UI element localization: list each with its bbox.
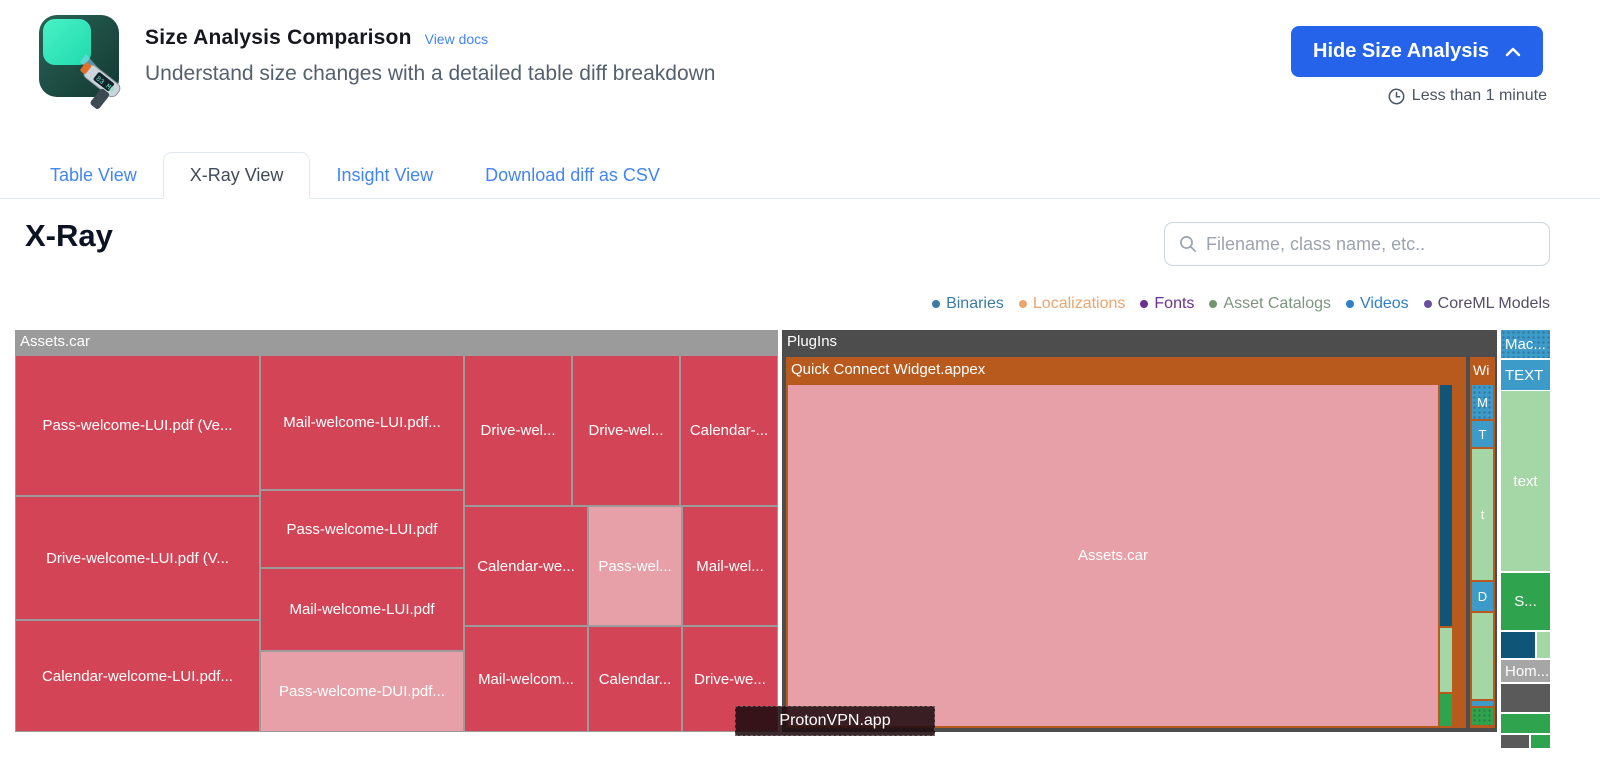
treemap-tile[interactable]: Mail-welcom... [465,627,587,731]
treemap-tile[interactable]: Pass-welcome-DUI.pdf... [261,652,463,731]
treemap-tile[interactable] [1501,632,1535,658]
search-input[interactable] [1206,233,1535,255]
treemap-tile-assets-car-large[interactable]: Assets.car [788,385,1438,726]
clock-icon [1388,88,1405,104]
category-legend: Binaries Localizations Fonts Asset Catal… [932,295,1550,313]
legend-asset-catalogs-label: Asset Catalogs [1223,295,1332,312]
legend-coreml-models-label: CoreML Models [1437,295,1550,312]
group-header-plugins[interactable]: PlugIns [787,333,838,350]
xray-section-title: X-Ray [25,218,113,253]
treemap-tile-binary-strip[interactable] [1440,385,1452,626]
legend-binaries[interactable]: Binaries [932,295,1004,313]
treemap-tile[interactable]: T [1472,421,1493,447]
group-header-hom[interactable]: Hom... [1501,660,1550,682]
treemap-tile[interactable] [1501,684,1550,712]
legend-binaries-label: Binaries [946,295,1004,312]
duration-indicator: Less than 1 minute [1388,87,1547,105]
asset-catalogs-dot-icon [1209,300,1218,308]
xray-treemap: Assets.car Pass-welcome-LUI.pdf (Ve... D… [15,330,1550,748]
treemap-tile[interactable]: S... [1501,573,1550,630]
duration-text: Less than 1 minute [1411,87,1547,104]
hide-size-analysis-button[interactable]: Hide Size Analysis [1291,26,1543,77]
tab-xray-view[interactable]: X-Ray View [162,152,311,199]
treemap-tile[interactable]: Pass-welcome-LUI.pdf (Ve... [16,356,259,495]
treemap-group-assets-car: Assets.car Pass-welcome-LUI.pdf (Ve... D… [15,330,778,732]
treemap-tile[interactable]: Mail-welcome-LUI.pdf... [261,356,463,489]
page-header: Size Analysis Comparison View docs Under… [145,26,715,86]
treemap-tile[interactable] [1472,613,1493,699]
legend-asset-catalogs[interactable]: Asset Catalogs [1209,295,1331,313]
hover-tooltip: ProtonVPN.app [735,706,935,736]
page-title: Size Analysis Comparison [145,26,412,49]
legend-localizations[interactable]: Localizations [1018,295,1126,313]
treemap-tile[interactable]: Drive-wel... [465,356,571,505]
treemap-tile[interactable] [1501,735,1529,748]
treemap-tile[interactable]: Drive-wel... [573,356,679,505]
treemap-tile[interactable]: Mail-welcome-LUI.pdf [261,569,463,650]
legend-videos[interactable]: Videos [1346,295,1409,313]
group-header-mac[interactable]: Mac... [1501,330,1550,358]
treemap-tile[interactable]: Pass-wel... [589,507,681,625]
treemap-tile[interactable]: text [1501,391,1550,571]
treemap-group-plugins: PlugIns Quick Connect Widget.appex Asset… [782,330,1497,732]
treemap-group-mac: Mac... TEXT text S... Hom... [1501,330,1550,748]
tab-table-view[interactable]: Table View [50,165,137,185]
treemap-group-wi: Wi M T t D [1470,357,1495,728]
group-header-wi[interactable]: Wi [1473,362,1490,378]
treemap-tile[interactable]: D [1472,582,1493,611]
chevron-up-icon [1505,47,1521,56]
legend-fonts[interactable]: Fonts [1140,295,1194,313]
treemap-tile[interactable]: Mail-wel... [683,507,777,625]
group-header-quick-connect-widget[interactable]: Quick Connect Widget.appex [791,361,986,378]
treemap-tile[interactable]: M [1472,385,1493,419]
legend-coreml-models[interactable]: CoreML Models [1423,295,1550,313]
binaries-dot-icon [932,300,941,308]
size-analysis-app-icon: 83 MB [28,6,130,114]
treemap-tile-strip[interactable] [1440,694,1452,726]
treemap-tile[interactable]: t [1472,449,1493,580]
legend-videos-label: Videos [1360,295,1409,312]
treemap-group-quick-connect-widget: Quick Connect Widget.appex Assets.car [786,357,1466,728]
treemap-tile[interactable]: Calendar... [589,627,681,731]
videos-dot-icon [1346,300,1355,308]
treemap-tile[interactable]: Calendar-... [681,356,777,505]
hide-size-analysis-label: Hide Size Analysis [1313,40,1489,62]
treemap-tile-strip[interactable] [1440,628,1452,692]
legend-fonts-label: Fonts [1154,295,1195,312]
treemap-tile[interactable] [1472,701,1493,706]
treemap-tile[interactable] [1531,735,1550,748]
page-subtitle: Understand size changes with a detailed … [145,62,716,85]
treemap-tile[interactable] [1472,708,1493,725]
group-header-assets-car[interactable]: Assets.car [20,333,91,350]
treemap-tile[interactable]: Calendar-we... [465,507,587,625]
view-tabs: Table View X-Ray View Insight View Downl… [0,150,1600,199]
treemap-tile[interactable]: Calendar-welcome-LUI.pdf... [16,621,259,731]
treemap-tile[interactable] [1501,714,1550,733]
treemap-tile[interactable]: TEXT [1501,360,1550,390]
treemap-tile[interactable] [1537,632,1550,658]
fonts-dot-icon [1140,300,1149,308]
tab-download-diff-csv[interactable]: Download diff as CSV [485,165,660,185]
treemap-tile[interactable]: Drive-welcome-LUI.pdf (V... [16,497,259,619]
xray-search [1164,222,1550,266]
localizations-dot-icon [1018,300,1027,308]
view-docs-link[interactable]: View docs [424,31,489,47]
legend-localizations-label: Localizations [1032,295,1126,312]
treemap-tile[interactable]: Pass-welcome-LUI.pdf [261,491,463,567]
search-icon [1180,236,1197,253]
xray-gun-icon: 83 MB [39,15,121,109]
coreml-models-dot-icon [1423,300,1432,308]
tab-insight-view[interactable]: Insight View [336,165,434,185]
